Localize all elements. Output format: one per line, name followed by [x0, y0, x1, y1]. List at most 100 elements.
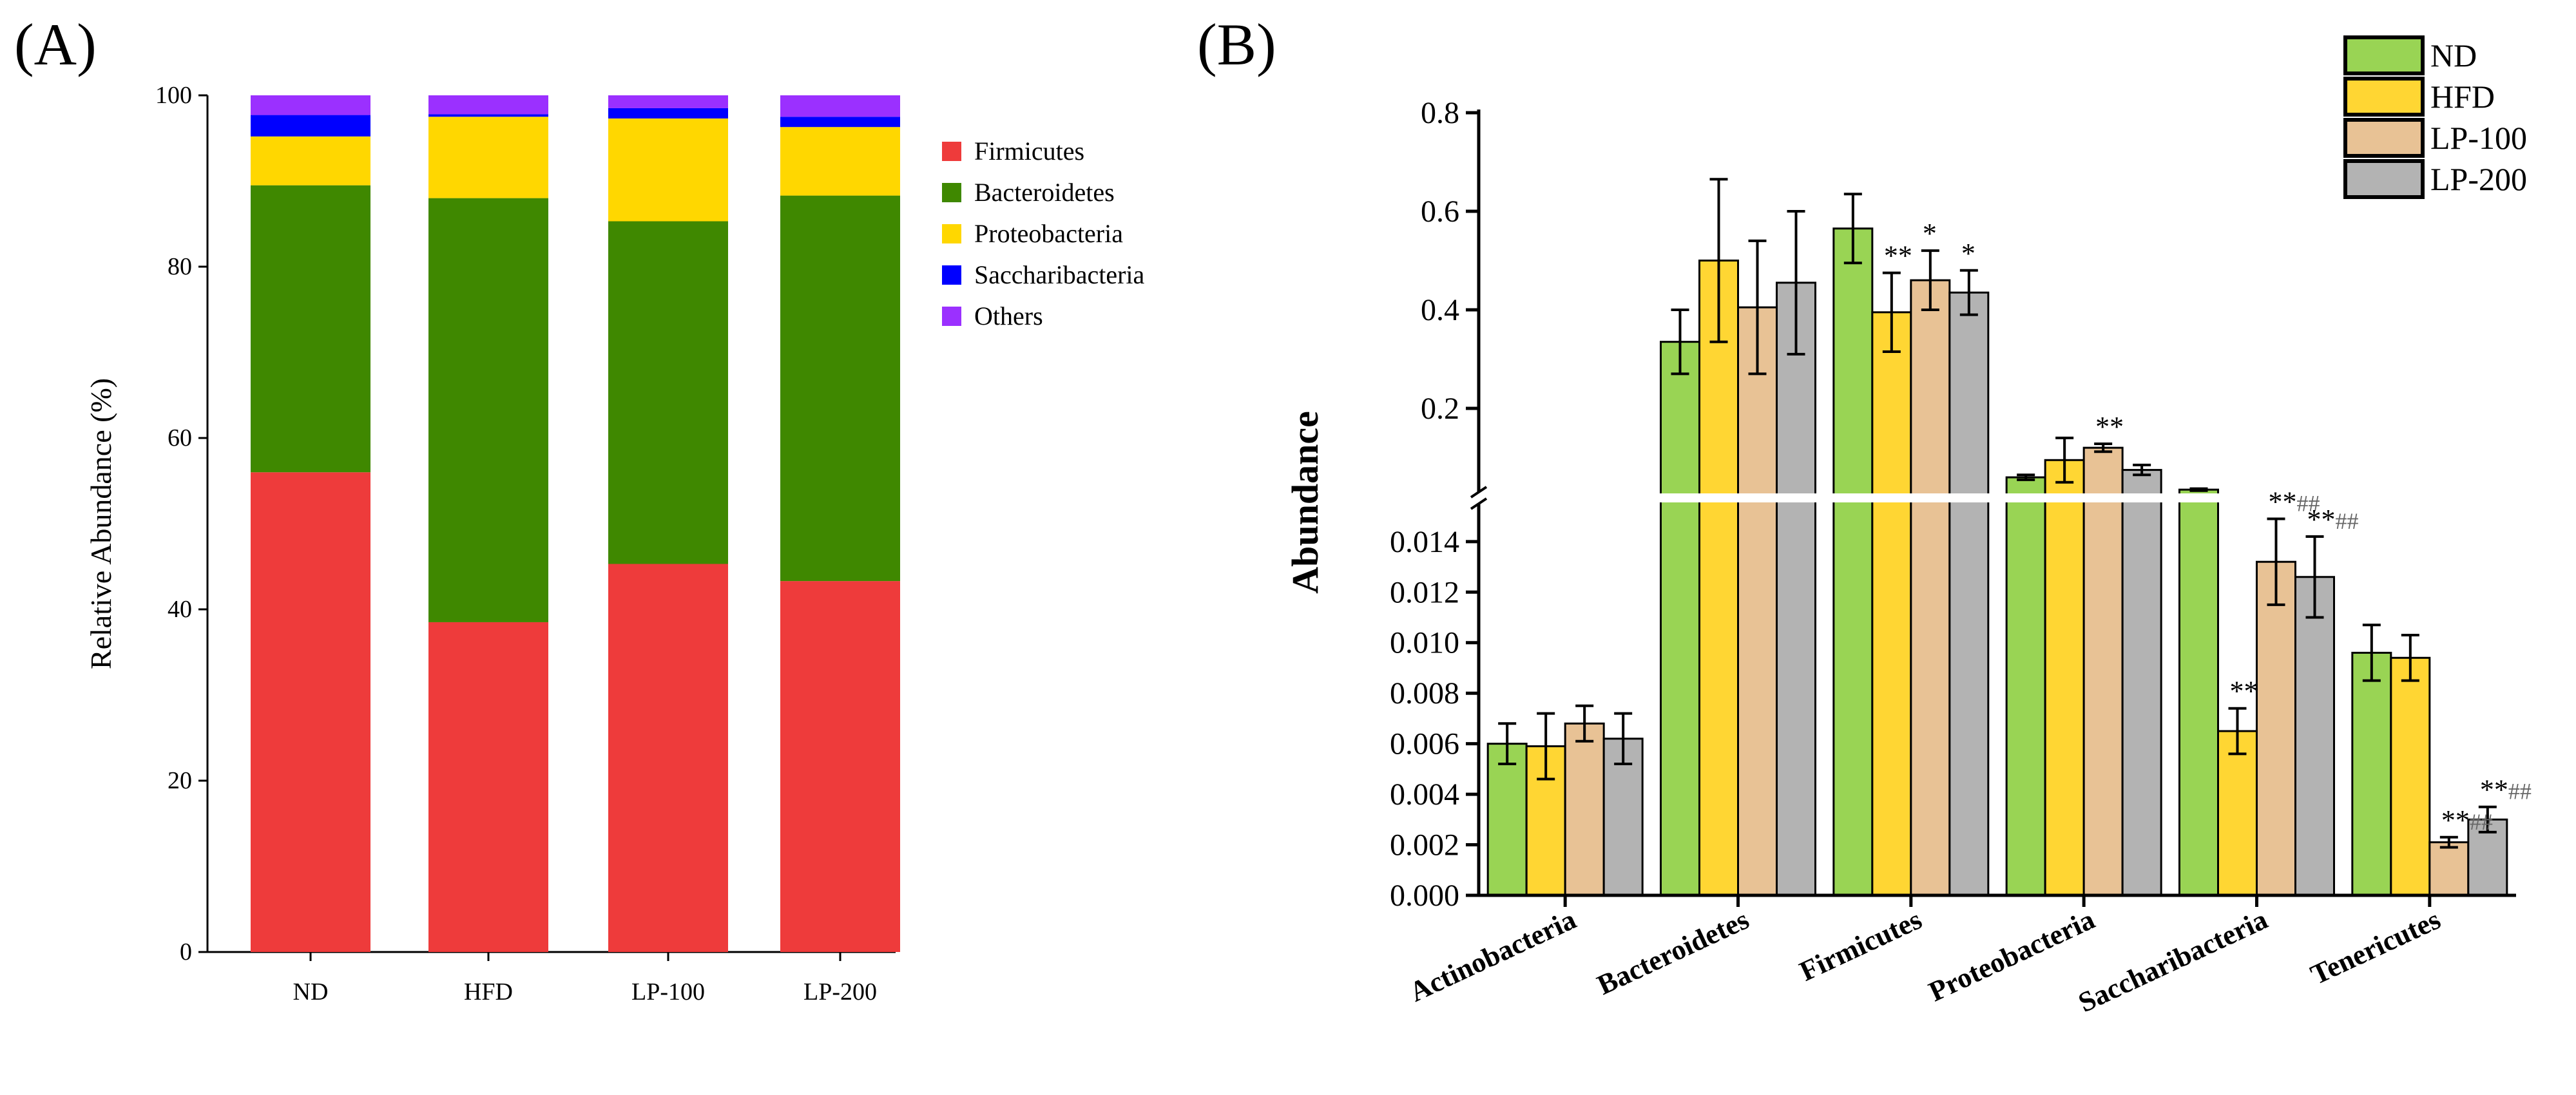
y-tick-label-upper-0-6: 0.6 [1421, 195, 1459, 229]
y-tick-label-lower-0-014: 0.014 [1390, 525, 1459, 559]
legend-swatch-firmicutes [942, 142, 961, 161]
x-tick-label-nd: ND [293, 978, 329, 1005]
legend-swatch-nd [2343, 35, 2425, 75]
bar-hfd-firmicutes [428, 622, 548, 952]
bar-proteobacteria-lp-200 [2121, 469, 2162, 897]
bar-saccharibacteria-lp-200 [2294, 576, 2335, 897]
bar-lp-200-saccharibacteria [780, 117, 900, 128]
x-tick-label-bacteroidetes: Bacteroidetes [1592, 904, 1753, 1001]
legend-label-lp-200: LP-200 [2430, 161, 2527, 197]
bar-bacteroidetes-hfd [1698, 259, 1739, 897]
significance-stars: ** [2480, 774, 2508, 806]
bar-saccharibacteria-hfd [2217, 730, 2258, 897]
y-axis-label: Abundance [1284, 411, 1326, 594]
bar-proteobacteria-hfd [2044, 459, 2085, 897]
y-tick-label-lower-0-012: 0.012 [1390, 575, 1459, 609]
significance-marker-2: * [1961, 238, 1975, 269]
bar-nd-firmicutes [251, 472, 370, 952]
y-tick-label-upper-0-8: 0.8 [1421, 96, 1459, 130]
bar-firmicutes-lp-200 [1948, 291, 1990, 897]
bar-saccharibacteria-lp-100 [2256, 560, 2296, 897]
significance-stars: ** [1884, 240, 1912, 272]
significance-stars: ** [2230, 676, 2258, 707]
significance-marker-6: **## [2307, 504, 2359, 535]
y-tick-label-upper-0-4: 0.4 [1421, 293, 1459, 327]
y-tick-label-lower-0-002: 0.002 [1390, 828, 1459, 862]
legend-swatch-others [942, 307, 961, 326]
bar-lp-100-firmicutes [608, 564, 728, 952]
legend-label-lp-100: LP-100 [2430, 120, 2527, 156]
legend-swatch-proteobacteria [942, 224, 961, 243]
bar-firmicutes-nd [1832, 227, 1874, 897]
bar-lp-200-proteobacteria [780, 127, 900, 196]
legend-label-saccharibacteria: Saccharibacteria [974, 260, 1145, 289]
significance-stars: * [1961, 238, 1975, 269]
bar-lp-200-others [780, 95, 900, 117]
significance-marker-1: * [1923, 218, 1937, 249]
y-tick-label-80: 80 [168, 253, 192, 280]
bar-hfd-bacteroidetes [428, 198, 548, 622]
x-tick-label-firmicutes: Firmicutes [1795, 904, 1927, 987]
significance-hashes: ## [2470, 809, 2493, 835]
bar-lp-100-bacteroidetes [608, 221, 728, 564]
y-tick-label-20: 20 [168, 767, 192, 794]
x-tick-label-tenericutes: Tenericutes [2306, 904, 2445, 991]
y-tick-label-lower-0-004: 0.004 [1390, 777, 1459, 812]
bar-bacteroidetes-nd [1660, 341, 1700, 897]
legend-swatch-lp-100 [2343, 118, 2425, 158]
y-tick-label-lower-0-008: 0.008 [1390, 676, 1459, 710]
significance-stars: ** [2269, 486, 2297, 518]
x-tick-label-lp-200: LP-200 [803, 978, 877, 1005]
significance-marker-3: ** [2095, 411, 2124, 443]
significance-stars: ** [2441, 805, 2470, 836]
legend-label-hfd: HFD [2430, 79, 2495, 115]
bar-actinobacteria-lp-100 [1564, 722, 1605, 897]
x-tick-label-hfd: HFD [464, 978, 513, 1005]
y-tick-label-60: 60 [168, 424, 192, 452]
x-tick-label-saccharibacteria: Saccharibacteria [2073, 904, 2273, 1019]
bar-lp-100-saccharibacteria [608, 108, 728, 119]
legend-label-firmicutes: Firmicutes [974, 137, 1084, 166]
significance-hashes: ## [2297, 491, 2320, 517]
bar-tenericutes-hfd [2390, 656, 2431, 897]
significance-stars: ** [2095, 411, 2124, 443]
panel-b-label: (B) [1197, 12, 1276, 77]
significance-marker-5: **## [2269, 486, 2320, 518]
bar-nd-saccharibacteria [251, 115, 370, 137]
panel-b: (B) 0.2 0.4 0.6 0.8 0.000 0.002 0.004 0.006 0.00… [1197, 12, 2532, 1018]
x-tick-label-lp-100: LP-100 [631, 978, 705, 1005]
legend-label-nd: ND [2430, 37, 2477, 73]
bar-tenericutes-lp-100 [2428, 841, 2470, 897]
bar-proteobacteria-lp-100 [2082, 446, 2124, 897]
bar-lp-100-proteobacteria [608, 118, 728, 222]
bar-lp-200-bacteroidetes [780, 195, 900, 582]
y-tick-label-upper-0-2: 0.2 [1421, 392, 1459, 426]
legend-label-bacteroidetes: Bacteroidetes [974, 178, 1115, 207]
axis-break-band [1481, 493, 2516, 502]
legend-swatch-lp-200 [2343, 159, 2425, 199]
bar-hfd-saccharibacteria [428, 114, 548, 117]
bar-nd-bacteroidetes [251, 185, 370, 473]
bar-firmicutes-hfd [1871, 311, 1912, 897]
bar-hfd-proteobacteria [428, 117, 548, 198]
significance-stars: ** [2307, 504, 2336, 535]
panel-a: (A) 0 20 40 60 80 100 ND HFD LP-100 LP-200 Relativ… [14, 12, 1145, 1005]
x-tick-label-proteobacteria: Proteobacteria [1924, 904, 2099, 1008]
x-tick-label-actinobacteria: Actinobacteria [1405, 904, 1581, 1008]
significance-hashes: ## [2336, 508, 2359, 534]
legend-swatch-saccharibacteria [942, 265, 961, 285]
axis-break-mark-bottom [1470, 497, 1488, 510]
y-tick-label-lower-0-006: 0.006 [1390, 727, 1459, 761]
bar-actinobacteria-nd [1486, 743, 1528, 897]
bar-tenericutes-nd [2351, 651, 2392, 897]
legend-swatch-bacteroidetes [942, 183, 961, 202]
bar-lp-100-others [608, 95, 728, 108]
legend-label-others: Others [974, 301, 1043, 330]
y-tick-label-0: 0 [180, 938, 192, 966]
significance-stars: * [1923, 218, 1937, 249]
panel-a-label: (A) [14, 12, 97, 77]
significance-marker-8: **## [2480, 774, 2532, 806]
bar-nd-others [251, 95, 370, 115]
y-tick-label-lower-0-000: 0.000 [1390, 879, 1459, 913]
